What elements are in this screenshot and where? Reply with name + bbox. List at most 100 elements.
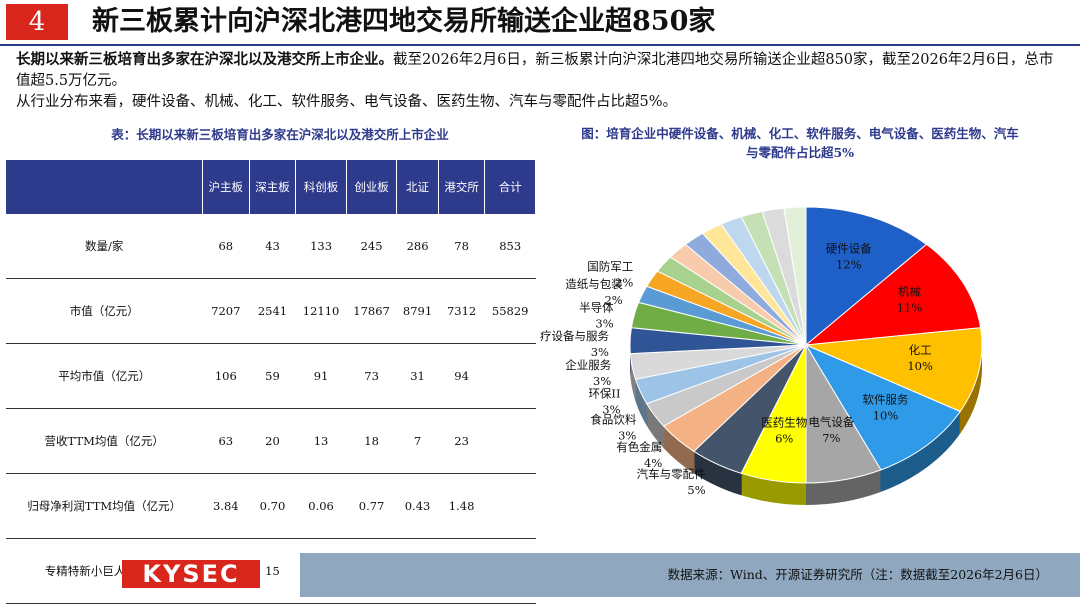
pie-slice (783, 206, 807, 346)
table-cell: 7 (396, 408, 439, 474)
slice-value-label: 10% (907, 359, 933, 373)
table-caption: 表：长期以来新三板培育出多家在沪深北以及港交所上市企业 (111, 127, 449, 142)
slice-label: 国防军工 (587, 260, 633, 274)
paragraph-text: 从行业分布来看，硬件设备、机械、化工、软件服务、电气设备、医药生物、汽车与零配件… (16, 94, 677, 110)
body-text: 长期以来新三板培育出多家在沪深北以及港交所上市企业。截至2026年2月6日，新三… (16, 50, 1056, 113)
table-cell: 20 (249, 408, 296, 474)
slice-label: 医药生物 (761, 415, 807, 429)
column-header: 科创板 (295, 160, 347, 214)
column-header: 港交所 (438, 160, 486, 214)
table-cell: 286 (396, 214, 439, 279)
table-cell: 15 (249, 538, 296, 604)
table-cell: 94 (438, 343, 485, 409)
row-header: 数量/家 (6, 214, 203, 279)
slice-value-label: 4% (644, 456, 662, 470)
slice-value-label: 3% (618, 429, 636, 443)
table-cell: 0.77 (346, 473, 397, 539)
table-cell: 7312 (438, 278, 485, 344)
table-cell: 2541 (249, 278, 296, 344)
table-cell: 853 (484, 214, 536, 279)
slice-label: 环保II (588, 386, 620, 400)
slice-value-label: 3% (591, 345, 609, 359)
table-cell: 18 (346, 408, 397, 474)
chart-title: 图：培育企业中硬件设备、机械、化工、软件服务、电气设备、医药生物、汽车与零配件占… (581, 126, 1019, 160)
column-header (6, 160, 203, 214)
paragraph: 长期以来新三板培育出多家在沪深北以及港交所上市企业。截至2026年2月6日，新三… (16, 50, 1056, 92)
table-cell: 245 (346, 214, 397, 279)
slice-value-label: 7% (822, 431, 840, 445)
pie-slice (804, 327, 983, 413)
table-cell: 31 (396, 343, 439, 409)
title: 新三板累计向沪深北港四地交易所输送企业超850家 (92, 6, 716, 37)
paragraph-text: 截至2026年2月6日，新三板累计向沪深北港四地交易所输送企业超850家，截至2… (16, 52, 1054, 89)
slice-value-label: 12% (836, 257, 862, 271)
column-header: 北证 (396, 160, 439, 214)
table-cell: 63 (202, 408, 250, 474)
table-cell: 78 (438, 214, 485, 279)
column-header: 深主板 (249, 160, 297, 214)
slice-value-label: 5% (687, 483, 705, 497)
slice-value-label: 10% (873, 408, 899, 422)
table-cell (484, 473, 536, 539)
table-row: 营收TTM均值（亿元） 63 20 13 18 7 23 (6, 408, 536, 474)
table: 沪主板 深主板 科创板 创业板 北证 港交所 合计 数量/家 68 43 133 245 286 78 85… (6, 160, 536, 604)
table-cell: 17867 (346, 278, 397, 344)
table-cell: 73 (346, 343, 397, 409)
section-number: 4 (6, 4, 68, 40)
table-cell: 55829 (484, 278, 536, 344)
row-header: 营收TTM均值（亿元） (6, 408, 203, 474)
row-header: 平均市值（亿元） (6, 343, 203, 409)
table-cell: 12110 (295, 278, 347, 344)
header: 4 新三板累计向沪深北港四地交易所输送企业超850家 (0, 0, 1080, 46)
slice-label: 软件服务 (863, 392, 909, 406)
slice-value-label: 3% (595, 316, 613, 330)
table-row: 数量/家 68 43 133 245 286 78 853 (6, 214, 536, 279)
row-header: 归母净利润TTM均值（亿元） (6, 473, 203, 539)
table-cell: 59 (249, 343, 296, 409)
pie-chart: 硬件设备 12% 机械 11% 化工 10% 软件服务 10% 电气设备 7% 医药生物 6% 汽车与零… (540, 206, 983, 505)
column-header: 创业板 (346, 160, 398, 214)
paragraph: 从行业分布来看，硬件设备、机械、化工、软件服务、电气设备、医药生物、汽车与零配件… (16, 92, 1056, 113)
slice-value-label: 2% (604, 293, 622, 307)
slice-label: 有色金属 (616, 440, 662, 454)
table-cell: 8791 (396, 278, 439, 344)
slice-label: 汽车与零配件 (637, 467, 706, 481)
table-cell: 23 (438, 408, 485, 474)
slice-value-label: 3% (602, 402, 620, 416)
table-cell: 1.48 (438, 473, 485, 539)
header-row: 沪主板 深主板 科创板 创业板 北证 港交所 合计 (6, 160, 536, 214)
pie-slice (805, 206, 928, 347)
slice-label: 机械 (898, 285, 921, 299)
slice-label: 造纸与包装 (565, 277, 623, 291)
pie-slice (804, 343, 961, 471)
table-cell: 0.43 (396, 473, 439, 539)
table-cell: 133 (295, 214, 347, 279)
slice-label: 半导体 (579, 300, 614, 314)
table-cell: 0.70 (249, 473, 296, 539)
table-row: 平均市值（亿元） 106 59 91 73 31 94 (6, 343, 536, 409)
slice-value-label: 3% (593, 374, 611, 388)
column-header: 合计 (484, 160, 536, 214)
slice-label: 医疗设备与服务 (540, 329, 609, 343)
source-note: 数据来源：Wind、开源证券研究所（注：数据截至2026年2月6日） (300, 553, 1080, 597)
slice-value-label: 6% (775, 431, 793, 445)
table-cell: 91 (295, 343, 347, 409)
table-cell: 43 (249, 214, 296, 279)
slice-label: 食品饮料 (590, 413, 636, 427)
slice-label: 硬件设备 (826, 241, 872, 255)
table-cell: 68 (202, 214, 250, 279)
slice-value-label: 11% (897, 301, 923, 315)
table-cell: 106 (202, 343, 250, 409)
column-header: 沪主板 (202, 160, 250, 214)
table-row: 市值（亿元） 7207 2541 12110 17867 8791 7312 55829 (6, 278, 536, 344)
table-cell: 0.06 (295, 473, 347, 539)
slice-label: 电气设备 (808, 415, 854, 429)
slice-value-label: 2% (615, 276, 633, 290)
logo: KYSEC (122, 560, 260, 588)
row-header: 市值（亿元） (6, 278, 203, 344)
pie-slice (804, 243, 982, 346)
slice-label: 化工 (909, 343, 932, 357)
slice-label: 企业服务 (565, 358, 611, 372)
table-cell: 13 (295, 408, 347, 474)
table-cell (484, 408, 536, 474)
